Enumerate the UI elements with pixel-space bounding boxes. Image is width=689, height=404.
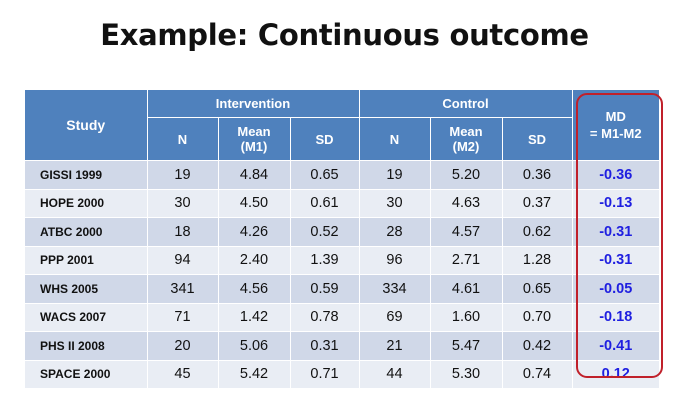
m1-cell: 5.06 (217, 331, 290, 360)
sd1-cell: 0.59 (289, 274, 359, 303)
m2-cell: 1.60 (429, 302, 502, 332)
study-name-cell: ATBC 2000 (25, 217, 147, 246)
sd2-cell: 1.28 (501, 245, 572, 275)
mean2-header: Mean (M2) (429, 117, 502, 161)
md-value-cell: -0.41 (571, 331, 659, 360)
m1-cell: 2.40 (217, 245, 290, 275)
n1-header: N (146, 117, 218, 161)
n2-cell: 28 (358, 217, 430, 246)
n1-cell: 341 (146, 274, 218, 303)
table-row: GISSI 1999 19 4.84 0.65 19 5.20 0.36 -0.36 (25, 160, 659, 189)
md-value-cell: -0.31 (571, 245, 659, 275)
m2-cell: 2.71 (429, 245, 502, 275)
mean1-header: Mean (M1) (217, 117, 290, 161)
n2-cell: 96 (358, 245, 430, 275)
n1-cell: 94 (146, 245, 218, 275)
sd1-cell: 0.52 (289, 217, 359, 246)
table-row: HOPE 2000 30 4.50 0.61 30 4.63 0.37 -0.13 (25, 188, 659, 218)
sd2-header: SD (501, 117, 572, 161)
sd1-header: SD (289, 117, 359, 161)
table-row: SPACE 2000 45 5.42 0.71 44 5.30 0.74 0.12 (25, 359, 659, 388)
sd2-cell: 0.62 (501, 217, 572, 246)
study-name-cell: SPACE 2000 (25, 359, 147, 388)
md-value-cell: -0.05 (571, 274, 659, 303)
m2-cell: 5.30 (429, 359, 502, 388)
n2-cell: 30 (358, 188, 430, 218)
md-value-cell: -0.18 (571, 302, 659, 332)
md-header: MD = M1-M2 (571, 90, 659, 161)
md-value-cell: 0.12 (571, 359, 659, 388)
sd2-cell: 0.36 (501, 160, 572, 189)
n1-cell: 30 (146, 188, 218, 218)
n2-cell: 21 (358, 331, 430, 360)
md-value-cell: -0.13 (571, 188, 659, 218)
n2-cell: 334 (358, 274, 430, 303)
table-row: PPP 2001 94 2.40 1.39 96 2.71 1.28 -0.31 (25, 245, 659, 275)
sd2-cell: 0.65 (501, 274, 572, 303)
page-title: Example: Continuous outcome (100, 18, 589, 52)
n2-header: N (358, 117, 430, 161)
sd2-cell: 0.37 (501, 188, 572, 218)
m1-cell: 4.56 (217, 274, 290, 303)
md-header-line2: = M1-M2 (589, 126, 642, 141)
n1-cell: 45 (146, 359, 218, 388)
sd1-cell: 0.71 (289, 359, 359, 388)
m1-cell: 4.26 (217, 217, 290, 246)
m2-cell: 5.47 (429, 331, 502, 360)
table-row: WACS 2007 71 1.42 0.78 69 1.60 0.70 -0.18 (25, 302, 659, 332)
m2-cell: 4.57 (429, 217, 502, 246)
study-name-cell: PPP 2001 (25, 245, 147, 275)
study-name-cell: PHS II 2008 (25, 331, 147, 360)
intervention-header: Intervention (146, 90, 359, 118)
m2-cell: 5.20 (429, 160, 502, 189)
m1-cell: 4.84 (217, 160, 290, 189)
n1-cell: 19 (146, 160, 218, 189)
m1-cell: 5.42 (217, 359, 290, 388)
n2-cell: 69 (358, 302, 430, 332)
m2-cell: 4.63 (429, 188, 502, 218)
sd1-cell: 0.65 (289, 160, 359, 189)
sd2-cell: 0.42 (501, 331, 572, 360)
study-name-cell: GISSI 1999 (25, 160, 147, 189)
sd1-cell: 1.39 (289, 245, 359, 275)
n1-cell: 71 (146, 302, 218, 332)
n2-cell: 19 (358, 160, 430, 189)
md-value-cell: -0.31 (571, 217, 659, 246)
sd2-cell: 0.74 (501, 359, 572, 388)
m1-cell: 4.50 (217, 188, 290, 218)
control-header: Control (358, 90, 572, 118)
m2-cell: 4.61 (429, 274, 502, 303)
study-name-cell: HOPE 2000 (25, 188, 147, 218)
study-header: Study (25, 90, 147, 161)
n1-cell: 20 (146, 331, 218, 360)
table-row: ATBC 2000 18 4.26 0.52 28 4.57 0.62 -0.31 (25, 217, 659, 246)
md-header-line1: MD (605, 109, 626, 124)
n2-cell: 44 (358, 359, 430, 388)
study-name-cell: WHS 2005 (25, 274, 147, 303)
table-row: WHS 2005 341 4.56 0.59 334 4.61 0.65 -0.05 (25, 274, 659, 303)
table-row: PHS II 2008 20 5.06 0.31 21 5.47 0.42 -0.41 (25, 331, 659, 360)
study-name-cell: WACS 2007 (25, 302, 147, 332)
md-value-cell: -0.36 (571, 160, 659, 189)
data-table: Study Intervention Control MD = M1-M2 N … (25, 90, 659, 388)
sd2-cell: 0.70 (501, 302, 572, 332)
sd1-cell: 0.78 (289, 302, 359, 332)
n1-cell: 18 (146, 217, 218, 246)
sd1-cell: 0.31 (289, 331, 359, 360)
m1-cell: 1.42 (217, 302, 290, 332)
sd1-cell: 0.61 (289, 188, 359, 218)
